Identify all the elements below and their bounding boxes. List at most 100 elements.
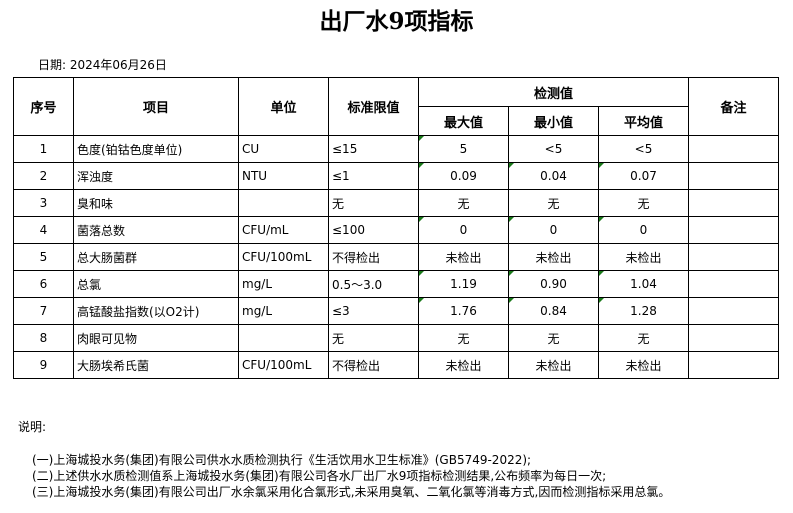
- cell-text: CFU/100mL: [242, 358, 312, 372]
- header-item: 项目: [73, 77, 239, 136]
- table-row: 9 大肠埃希氏菌 CFU/100mL 不得检出 未检出 未检出 未检出: [13, 351, 779, 379]
- cell-max: 5: [418, 135, 509, 163]
- header-measured: 检测值: [418, 77, 689, 107]
- cell-text: 5: [39, 250, 48, 264]
- error-indicator-icon: [599, 298, 604, 303]
- error-indicator-icon: [419, 163, 424, 168]
- cell-text: 2: [39, 169, 48, 183]
- cell-no: 6: [13, 270, 74, 298]
- cell-text: 未检出: [625, 250, 662, 265]
- table-row: 1 色度(铂钴色度单位) CU ≤15 5 <5 <5: [13, 135, 779, 163]
- cell-text: 浑浊度: [77, 169, 114, 184]
- header-avg: 平均值: [598, 106, 689, 136]
- cell-no: 5: [13, 243, 74, 271]
- cell-standard: ≤3: [328, 297, 419, 325]
- cell-standard: 无: [328, 189, 419, 217]
- cell-text: 8: [39, 331, 48, 345]
- cell-max: 未检出: [418, 243, 509, 271]
- header-min: 最小值: [508, 106, 599, 136]
- cell-text: 未检出: [445, 250, 482, 265]
- cell-min: 0.90: [508, 270, 599, 298]
- note-line: (三)上海城投水务(集团)有限公司出厂水余氯采用化合氯形式,未采用臭氧、二氧化氯…: [32, 485, 671, 499]
- cell-text: <5: [544, 142, 563, 156]
- cell-avg: 0.07: [598, 162, 689, 190]
- cell-text: 5: [459, 142, 468, 156]
- cell-text: 6: [39, 277, 48, 291]
- cell-text: 总氯: [77, 277, 102, 292]
- cell-text: 色度(铂钴色度单位): [77, 142, 183, 157]
- cell-text: CFU/100mL: [242, 250, 312, 264]
- cell-text: 无: [547, 331, 560, 346]
- cell-standard: ≤1: [328, 162, 419, 190]
- cell-standard: ≤100: [328, 216, 419, 244]
- report-date: 日期: 2024年06月26日: [38, 58, 167, 72]
- cell-unit: [238, 324, 329, 352]
- cell-text: 未检出: [445, 358, 482, 373]
- cell-text: 9: [39, 358, 48, 372]
- cell-text: 0.04: [540, 169, 567, 183]
- cell-text: 1.28: [630, 304, 657, 318]
- cell-min: <5: [508, 135, 599, 163]
- cell-avg: 0: [598, 216, 689, 244]
- cell-text: 无: [637, 331, 650, 346]
- cell-text: 无: [332, 331, 345, 346]
- cell-text: CFU/mL: [242, 223, 289, 237]
- error-indicator-icon: [419, 217, 424, 222]
- cell-text: 0.07: [630, 169, 657, 183]
- cell-standard: 无: [328, 324, 419, 352]
- page-title: 出厂水9项指标: [319, 8, 474, 35]
- cell-text: 无: [457, 196, 470, 211]
- cell-unit: CFU/100mL: [238, 351, 329, 379]
- cell-standard: 不得检出: [328, 243, 419, 271]
- cell-item: 大肠埃希氏菌: [73, 351, 239, 379]
- cell-text: 菌落总数: [77, 223, 126, 238]
- cell-remark: [688, 135, 779, 163]
- cell-text: CU: [242, 142, 260, 156]
- cell-item: 肉眼可见物: [73, 324, 239, 352]
- cell-remark: [688, 243, 779, 271]
- cell-text: ≤1: [332, 169, 350, 183]
- cell-text: ≤3: [332, 304, 350, 318]
- cell-text: 4: [39, 223, 48, 237]
- cell-text: 0: [459, 223, 468, 237]
- cell-text: 0: [639, 223, 648, 237]
- cell-max: 无: [418, 189, 509, 217]
- error-indicator-icon: [509, 271, 514, 276]
- cell-no: 9: [13, 351, 74, 379]
- note-line: (一)上海城投水务(集团)有限公司供水水质检测执行《生活饮用水卫生标准》(GB5…: [32, 453, 532, 467]
- cell-standard: 0.5～3.0: [328, 270, 419, 298]
- table-row: 6 总氯 mg/L 0.5～3.0 1.19 0.90 1.04: [13, 270, 779, 298]
- cell-unit: mg/L: [238, 270, 329, 298]
- cell-max: 1.19: [418, 270, 509, 298]
- cell-text: 未检出: [535, 250, 572, 265]
- cell-text: 未检出: [625, 358, 662, 373]
- header-remark: 备注: [688, 77, 779, 136]
- cell-text: 无: [457, 331, 470, 346]
- cell-text: ≤15: [332, 142, 358, 156]
- cell-text: 高锰酸盐指数(以O2计): [77, 304, 200, 319]
- cell-text: 1.04: [630, 277, 657, 291]
- cell-text: 臭和味: [77, 196, 114, 211]
- cell-min: 未检出: [508, 243, 599, 271]
- cell-remark: [688, 216, 779, 244]
- cell-remark: [688, 189, 779, 217]
- cell-text: 无: [332, 196, 345, 211]
- cell-max: 0.09: [418, 162, 509, 190]
- cell-avg: 无: [598, 324, 689, 352]
- error-indicator-icon: [509, 217, 514, 222]
- cell-min: 无: [508, 189, 599, 217]
- error-indicator-icon: [509, 298, 514, 303]
- cell-avg: 未检出: [598, 243, 689, 271]
- cell-unit: CFU/100mL: [238, 243, 329, 271]
- cell-item: 菌落总数: [73, 216, 239, 244]
- error-indicator-icon: [599, 217, 604, 222]
- cell-item: 色度(铂钴色度单位): [73, 135, 239, 163]
- notes: 说明: (一)上海城投水务(集团)有限公司供水水质检测执行《生活饮用水卫生标准》…: [18, 419, 670, 500]
- cell-remark: [688, 270, 779, 298]
- cell-no: 1: [13, 135, 74, 163]
- table-row: 3 臭和味 无 无 无 无: [13, 189, 779, 217]
- notes-heading: 说明:: [18, 420, 47, 434]
- cell-max: 无: [418, 324, 509, 352]
- cell-max: 未检出: [418, 351, 509, 379]
- cell-text: 1.76: [450, 304, 477, 318]
